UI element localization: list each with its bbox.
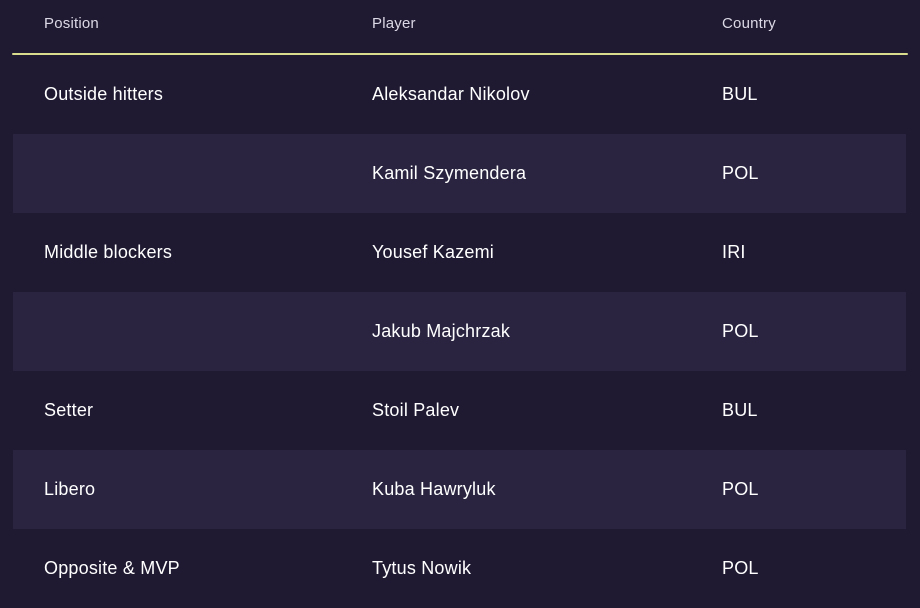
- position-cell: Opposite & MVP: [44, 558, 180, 578]
- table-body: Outside hitters Aleksandar Nikolov BUL Kami…: [0, 55, 920, 608]
- country-cell: IRI: [722, 242, 746, 262]
- country-cell: BUL: [722, 400, 758, 420]
- table-row: Outside hitters Aleksandar Nikolov BUL: [0, 55, 920, 134]
- header-underline: [12, 53, 908, 55]
- country-cell: POL: [722, 321, 759, 341]
- table-header-row: Position Player Country: [0, 0, 920, 55]
- player-cell: Jakub Majchrzak: [372, 321, 511, 341]
- table-row: Libero Kuba Hawryluk POL: [0, 450, 920, 529]
- position-cell: Outside hitters: [44, 84, 164, 104]
- column-header-position: Position: [44, 15, 99, 32]
- table-row: Setter Stoil Palev BUL: [0, 371, 920, 450]
- player-cell: Tytus Nowik: [372, 558, 472, 578]
- position-cell: Setter: [44, 400, 94, 420]
- country-cell: BUL: [722, 84, 758, 104]
- player-cell: Kamil Szymendera: [372, 163, 527, 183]
- player-cell: Stoil Palev: [372, 400, 460, 420]
- position-cell: Libero: [44, 479, 96, 499]
- column-header-player: Player: [372, 15, 416, 32]
- player-cell: Kuba Hawryluk: [372, 479, 496, 499]
- country-cell: POL: [722, 558, 759, 578]
- player-cell: Aleksandar Nikolov: [372, 84, 530, 104]
- position-cell: Middle blockers: [44, 242, 173, 262]
- country-cell: POL: [722, 163, 759, 183]
- country-cell: POL: [722, 479, 759, 499]
- table-row: Kamil Szymendera POL: [0, 134, 920, 213]
- player-cell: Yousef Kazemi: [372, 242, 495, 262]
- table-row: Middle blockers Yousef Kazemi IRI: [0, 213, 920, 292]
- table-row: Jakub Majchrzak POL: [0, 292, 920, 371]
- column-header-country: Country: [722, 15, 776, 32]
- table-row: Opposite & MVP Tytus Nowik POL: [0, 529, 920, 608]
